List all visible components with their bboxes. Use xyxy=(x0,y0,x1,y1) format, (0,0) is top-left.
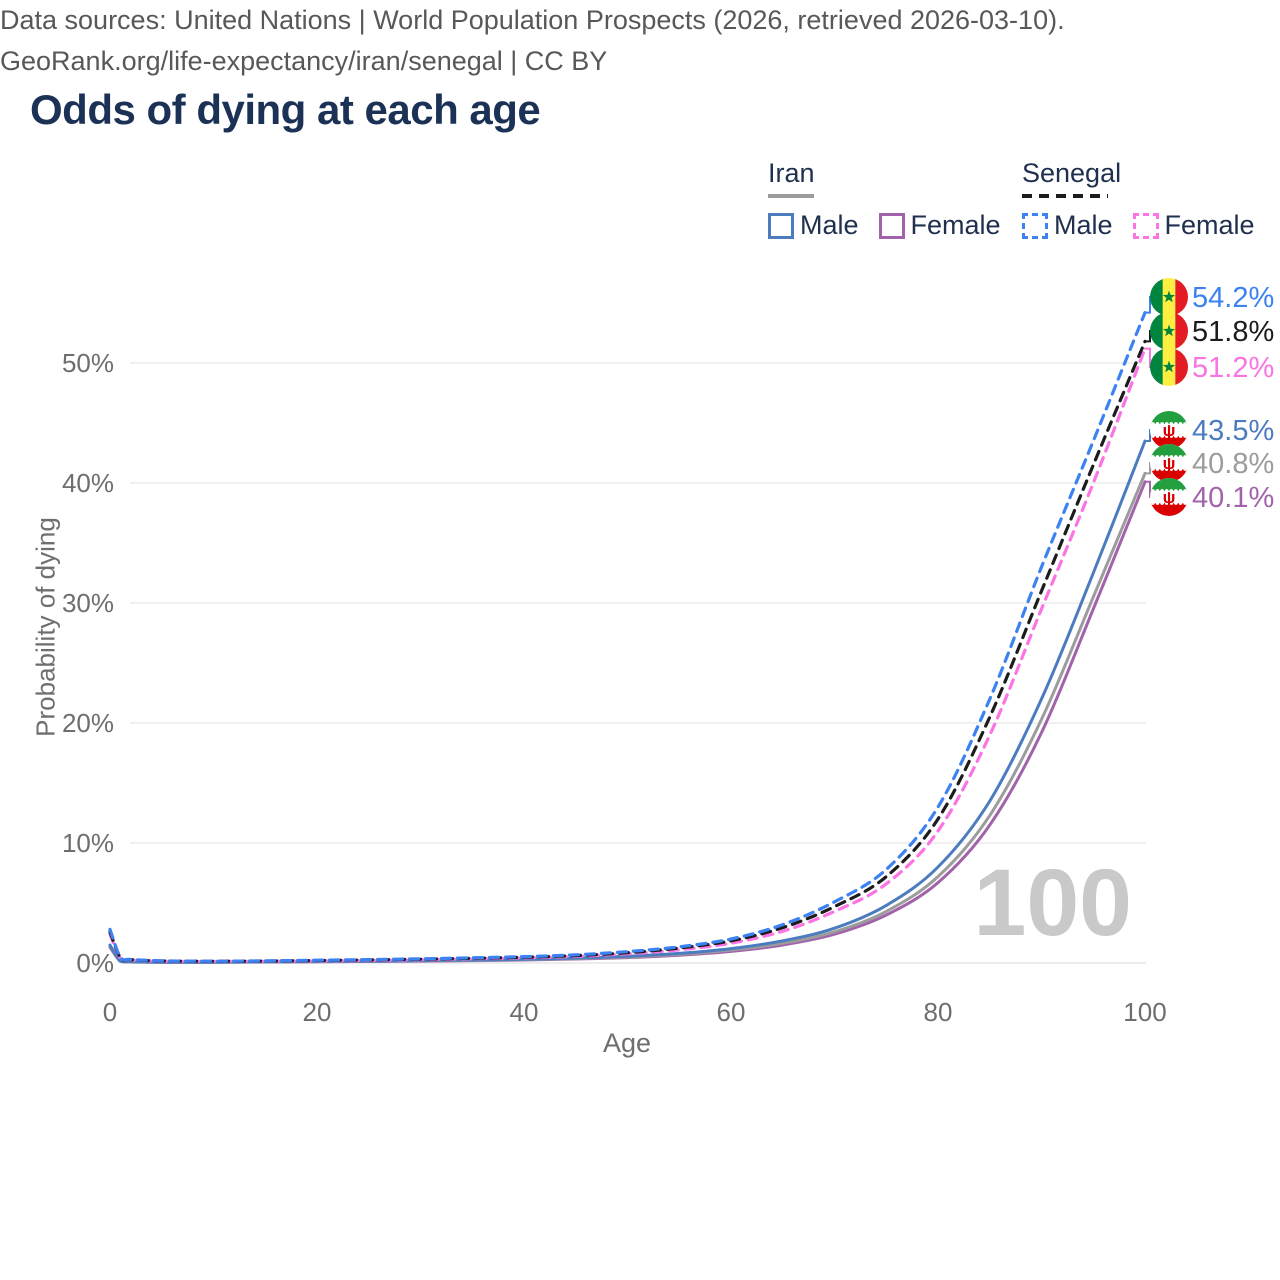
legend-country-iran: Iran xyxy=(768,158,815,188)
x-tick-label: 80 xyxy=(924,997,953,1027)
svg-text:ψ: ψ xyxy=(1163,488,1176,507)
legend-label: Male xyxy=(800,210,859,240)
y-tick-label: 20% xyxy=(62,708,114,738)
x-tick-label: 20 xyxy=(303,997,332,1027)
series-line-iran-female xyxy=(108,480,1147,964)
legend-label: Female xyxy=(910,210,1001,240)
legend-country-senegal: Senegal xyxy=(1022,158,1122,188)
senegal-flag-icon xyxy=(1150,348,1188,386)
svg-text:ψ: ψ xyxy=(1163,421,1176,440)
svg-text:ψ: ψ xyxy=(1163,454,1176,473)
x-axis-ticks: 0 20 40 60 80 100 xyxy=(103,997,1167,1027)
end-label-senegal-male: 54.2% xyxy=(1192,282,1274,314)
end-value-labels: 54.2%51.8% 51.2% ψ 43.5% ψ 40.8% ψ 40.1% xyxy=(1144,278,1274,516)
series-lines xyxy=(108,311,1147,964)
series-line-senegal-male xyxy=(108,311,1147,963)
iran-flag-icon: ψ xyxy=(1150,411,1188,449)
end-label-iran-male: 43.5% xyxy=(1192,415,1274,447)
x-tick-label: 100 xyxy=(1123,997,1166,1027)
footer-data-sources: Data sources: United Nations | World Pop… xyxy=(0,5,1065,35)
legend-item-iran-male[interactable]: Male xyxy=(768,210,859,241)
legend-item-senegal-female[interactable]: Female xyxy=(1132,210,1255,241)
legend-item-senegal-male[interactable]: Male xyxy=(1022,210,1113,241)
legend-line-sample-senegal xyxy=(1022,194,1108,198)
page-title: Odds of dying at each age xyxy=(30,86,541,133)
x-tick-label: 0 xyxy=(103,997,117,1027)
footer: Data sources: United Nations | World Pop… xyxy=(0,0,1280,82)
legend-swatch-iran-female xyxy=(878,212,905,239)
iran-flag-icon: ψ xyxy=(1150,444,1188,482)
age-counter-watermark: 100 xyxy=(973,850,1132,956)
y-tick-label: 10% xyxy=(62,828,114,858)
iran-flag-icon: ψ xyxy=(1150,478,1188,516)
end-label-iran-both: 40.8% xyxy=(1192,448,1274,480)
x-tick-label: 60 xyxy=(717,997,746,1027)
x-tick-label: 40 xyxy=(510,997,539,1027)
end-label-senegal-female: 51.2% xyxy=(1192,352,1274,384)
end-label-senegal-both: 51.8% xyxy=(1192,316,1274,348)
legend-swatch-senegal-female xyxy=(1132,212,1159,239)
y-tick-label: 30% xyxy=(62,588,114,618)
footer-attribution: GeoRank.org/life-expectancy/iran/senegal… xyxy=(0,46,608,76)
gridlines: 0% 10% 20% 30% 40% 50% xyxy=(62,348,1146,978)
legend-label: Female xyxy=(1164,210,1255,240)
senegal-flag-icon xyxy=(1150,278,1188,316)
y-tick-label: 50% xyxy=(62,348,114,378)
legend-swatch-senegal-male xyxy=(1022,212,1048,239)
legend-label: Male xyxy=(1054,210,1113,240)
senegal-flag-icon xyxy=(1150,312,1188,350)
legend-line-sample-iran xyxy=(768,194,814,198)
end-label-iran-female: 40.1% xyxy=(1192,482,1274,514)
series-line-senegal-female xyxy=(108,347,1147,964)
y-tick-label: 0% xyxy=(76,948,114,978)
x-axis-title: Age xyxy=(602,1028,652,1058)
legend-item-iran-female[interactable]: Female xyxy=(878,210,1001,241)
legend-group-senegal: Senegal Male Female xyxy=(1022,158,1255,241)
legend-swatch-iran-male xyxy=(768,212,794,239)
legend-group-iran: Iran Male Female xyxy=(768,158,1001,241)
series-line-senegal-both xyxy=(108,339,1147,963)
y-tick-label: 40% xyxy=(62,468,114,498)
